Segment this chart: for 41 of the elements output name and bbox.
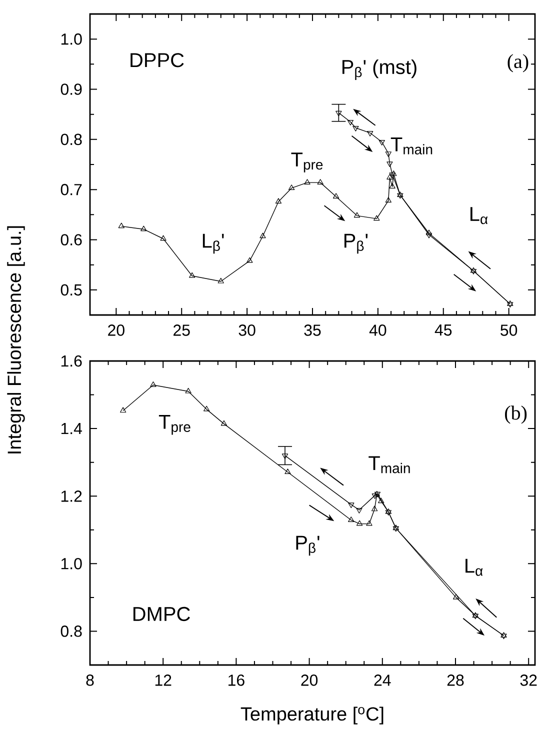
x-tick-label: 40 [369,324,386,336]
y-tick-label: 0.8 [60,626,82,637]
y-tick-label: 1.2 [61,490,82,502]
y-tick-label: 1.0 [61,33,82,45]
annotation: (b) [505,406,527,424]
y-tick-label: 0.8 [60,134,82,146]
y-tick-label: 1.6 [61,355,82,367]
x-tick-label: 35 [304,324,321,336]
annotation: T$_{pre}$ [158,414,190,435]
annotation: L$_{β}$' [202,234,224,254]
y-tick-label: 0.6 [60,234,82,246]
x-tick-label: 24 [374,674,391,686]
annotation: L$_{α}$ [466,558,483,576]
y-tick-label: 1.4 [61,423,82,434]
x-tick-label: 20 [301,674,318,686]
x-tick-label: 32 [520,674,537,686]
y-tick-label: 0.7 [60,184,82,196]
annotation: T$_{main}$ [368,456,410,474]
annotation: (a) [508,54,528,72]
x-tick-label: 50 [500,324,518,336]
y-tick-label: 0.9 [60,84,82,95]
annotation: P$_{β}$' [296,536,320,556]
x-tick-label: 45 [434,324,452,336]
x-tick-label: 25 [174,324,190,336]
x-tick-label: 12 [155,674,172,686]
annotation: DPPC [130,53,184,68]
x-tick-label: 30 [238,324,256,336]
y-tick-label: 1.0 [61,558,82,570]
x-tick-label: 28 [447,674,464,686]
y-tick-label: 0.5 [60,284,82,296]
y-axis-title: Integral Fluorescence [a.u.] [7,226,25,454]
annotation: P$_{β}$' [344,234,368,254]
x-tick-label: 8 [86,674,94,686]
annotation: T$_{pre}$ [291,152,323,172]
annotation: T$_{main}$ [390,137,432,154]
annotation: P$_{β}$' (mst) [342,59,416,80]
annotation: DMPC [133,606,190,622]
x-axis-title: Temperature [$^{o}$C] [240,706,384,724]
x-tick-label: 20 [108,324,124,336]
x-tick-label: 16 [228,674,244,686]
annotation: L$_{α}$ [470,207,488,224]
